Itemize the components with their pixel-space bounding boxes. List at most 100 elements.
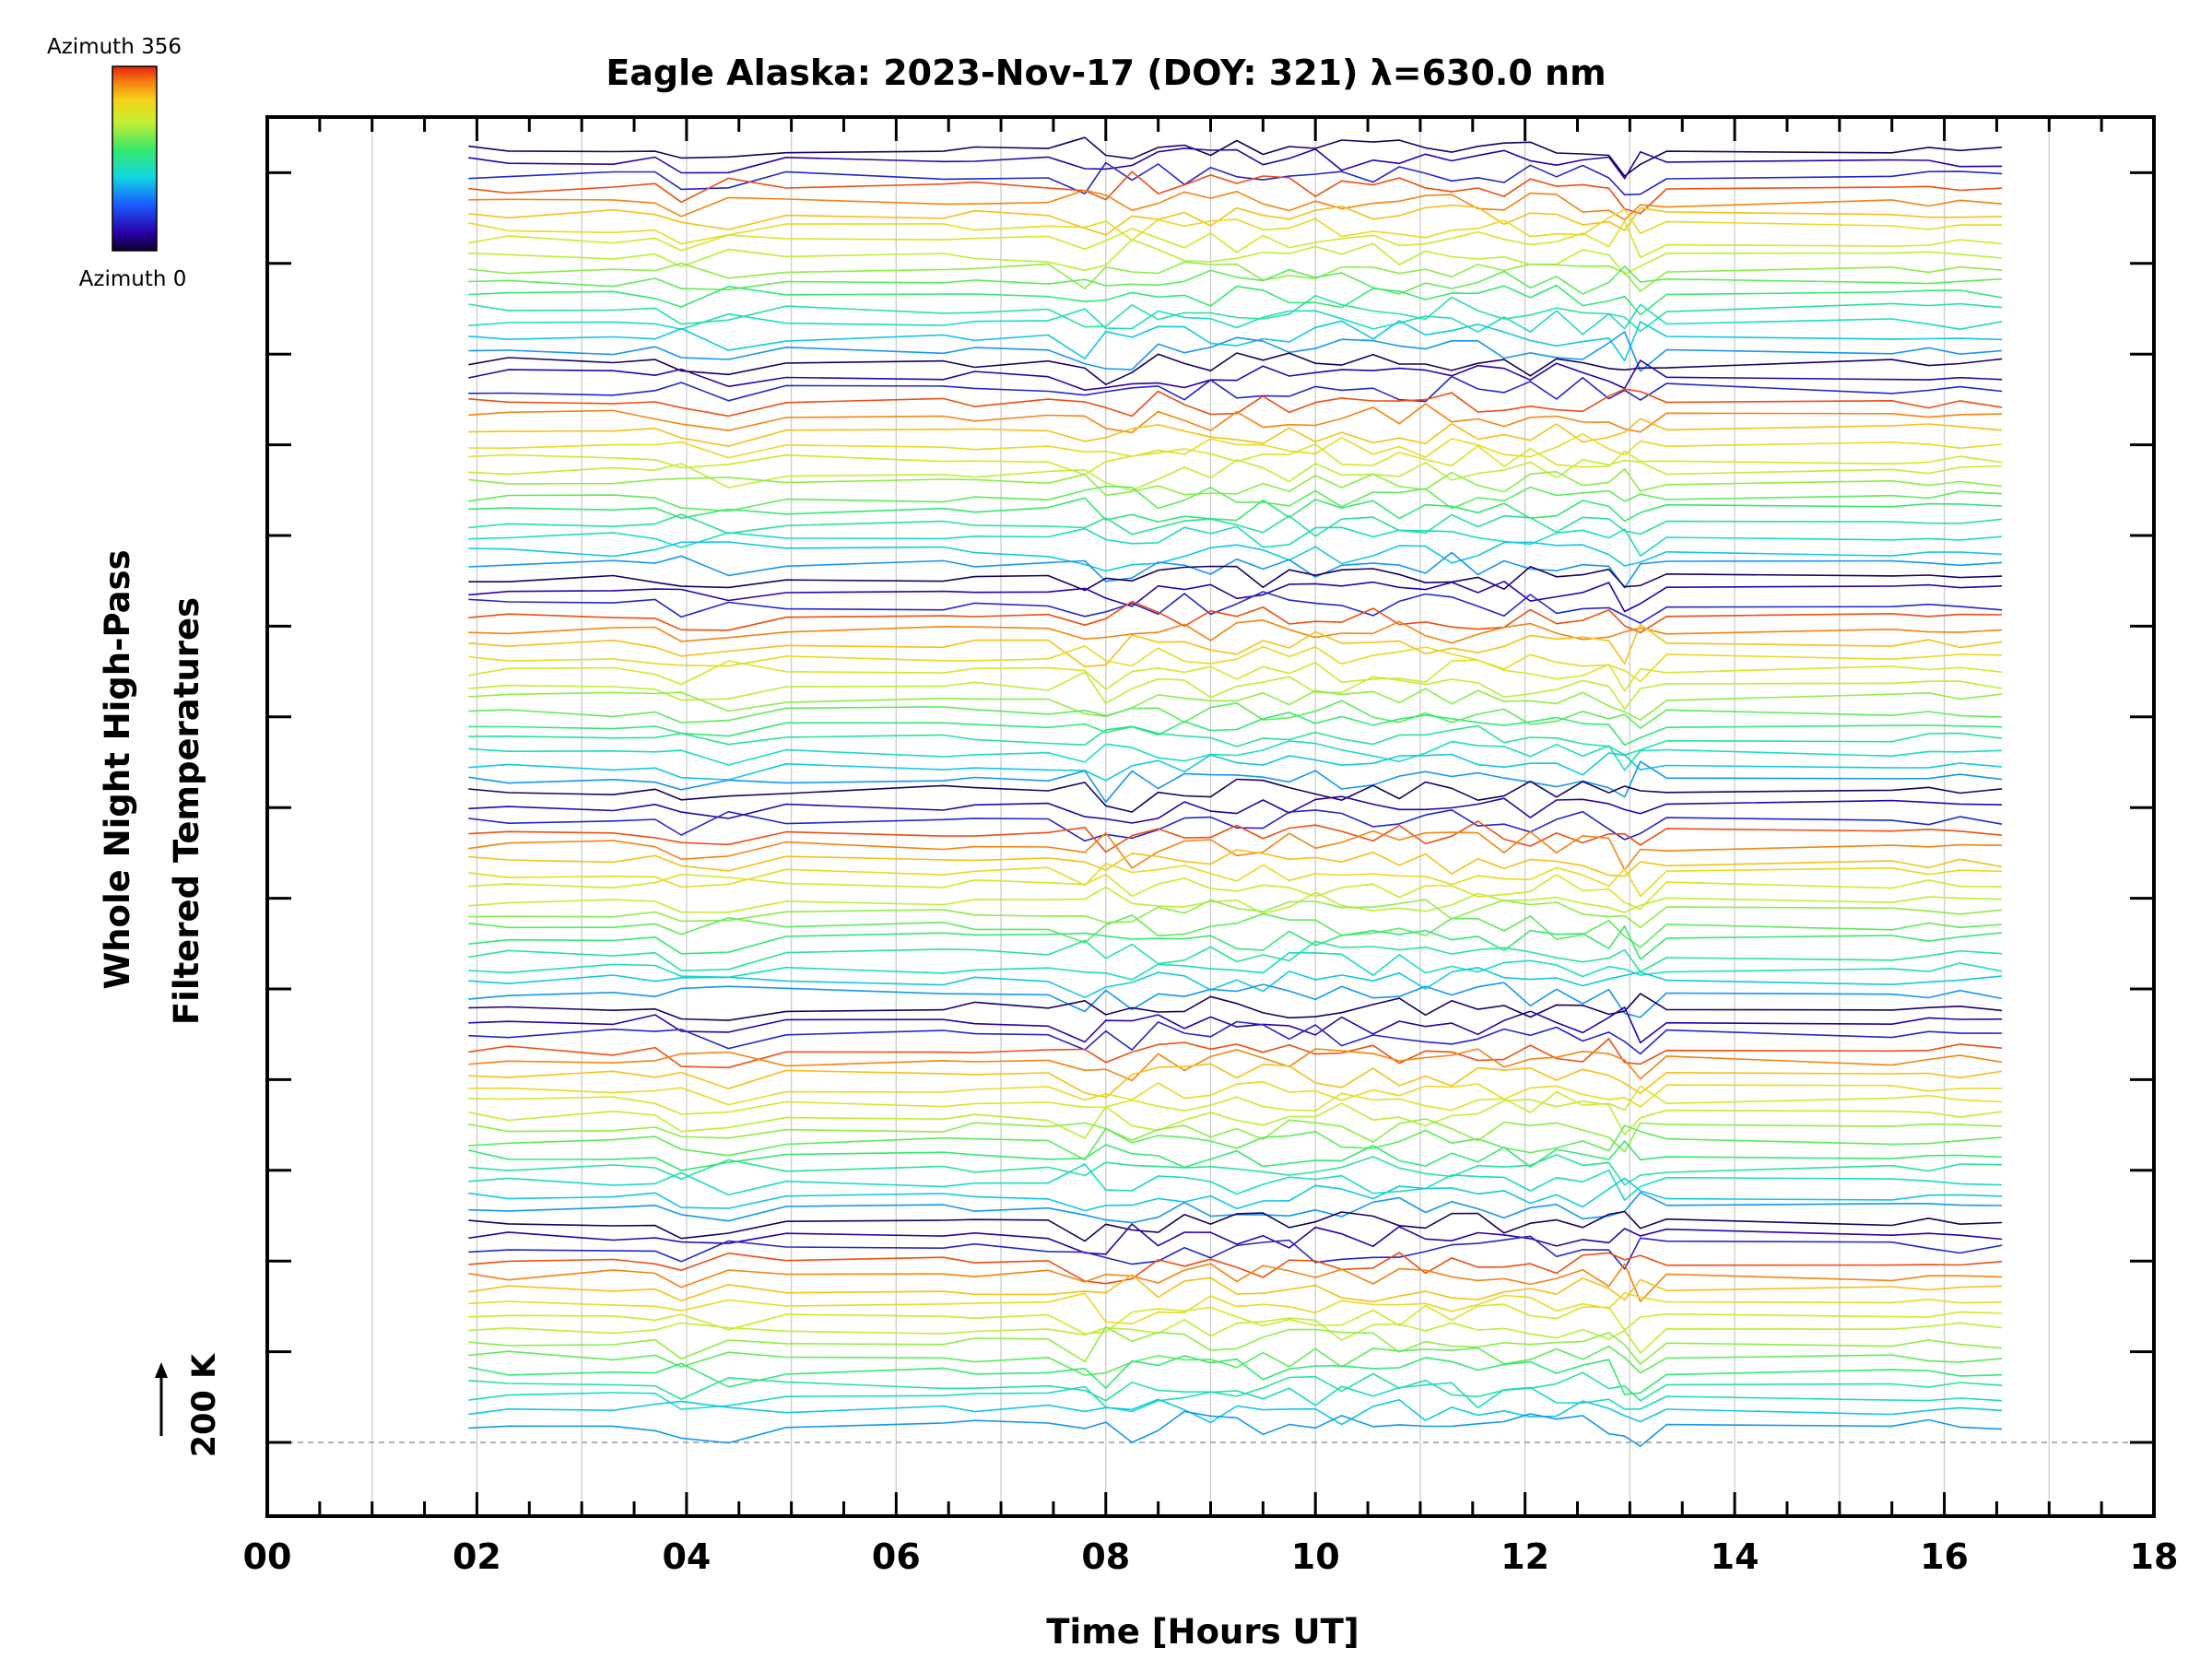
temperature-trace (468, 700, 2003, 730)
temperature-trace (468, 541, 2003, 572)
temperature-trace (468, 220, 2003, 259)
temperature-trace (468, 862, 2003, 898)
temperature-trace (468, 1274, 2003, 1303)
temperature-trace (468, 1371, 2003, 1402)
scale-indicator: 200 K (155, 1352, 223, 1457)
temperature-trace (468, 899, 2003, 929)
temperature-trace (468, 1223, 2003, 1255)
temperature-trace (468, 171, 2003, 215)
temperature-trace (468, 565, 2003, 592)
temperature-trace (468, 993, 2003, 1021)
temperature-trace (468, 1048, 2003, 1082)
y-axis-label-line2: Filtered Temperatures (167, 597, 206, 1025)
x-tick-label: 12 (1500, 1536, 1549, 1577)
temperature-trace (468, 1382, 2003, 1413)
temperature-trace (468, 724, 2003, 756)
temperature-trace (468, 497, 2003, 524)
x-tick-label: 00 (243, 1536, 292, 1577)
y-axis-label-line1: Whole Night High-Pass (98, 549, 137, 989)
temperature-trace (468, 1006, 2003, 1044)
temperature-trace (468, 795, 2003, 824)
chart-title: Eagle Alaska: 2023-Nov-17 (DOY: 321) λ=6… (606, 53, 1606, 93)
x-tick-label: 18 (2130, 1536, 2179, 1577)
temperature-trace (468, 1398, 2003, 1426)
temperature-trace (468, 1140, 2003, 1171)
temperature-trace (468, 1325, 2003, 1365)
temperature-trace (468, 808, 2003, 842)
temperature-trace (468, 525, 2003, 558)
temperature-trace (468, 778, 2003, 813)
temperature-trace (468, 284, 2003, 316)
temperature-trace (468, 375, 2003, 403)
temperature-trace (468, 136, 2003, 177)
temperature-trace (468, 551, 2003, 589)
temperature-trace (468, 458, 2003, 491)
temperature-trace (468, 1235, 2003, 1270)
temperature-trace (468, 359, 2003, 392)
temperature-trace (468, 208, 2003, 245)
temperature-trace (468, 485, 2003, 512)
temperature-trace (468, 873, 2003, 911)
temperature-trace (468, 688, 2003, 722)
temperature-trace (468, 161, 2003, 196)
temperature-trace (468, 1063, 2003, 1099)
axis-ticks (265, 117, 2156, 1516)
temperature-trace (468, 443, 2003, 476)
temperature-trace (468, 261, 2003, 292)
temperature-trace (468, 623, 2003, 668)
temperature-trace (468, 1263, 2003, 1302)
temperature-trace (468, 924, 2003, 960)
temperature-trace (468, 645, 2003, 683)
temperature-trace (468, 820, 2003, 853)
scale-label: 200 K (186, 1352, 223, 1457)
temperature-traces (468, 136, 2003, 1447)
colorbar-top-label: Azimuth 356 (47, 35, 182, 59)
x-tick-label: 14 (1711, 1536, 1759, 1577)
temperature-trace (468, 1210, 2003, 1242)
temperature-trace (468, 1303, 2003, 1335)
temperature-trace (468, 1317, 2003, 1354)
x-tick-label: 04 (662, 1536, 711, 1577)
temperature-trace (468, 912, 2003, 948)
temperature-trace (468, 265, 2003, 295)
colorbar-bottom-label: Azimuth 0 (79, 267, 187, 291)
temperature-trace (468, 331, 2003, 372)
temperature-trace (468, 1020, 2003, 1055)
temperature-trace (468, 1345, 2003, 1376)
temperature-trace (468, 982, 2003, 1018)
grid-lines (371, 117, 2050, 1516)
temperature-trace (468, 1177, 2003, 1212)
temperature-trace (468, 1410, 2003, 1447)
temperature-trace (468, 403, 2003, 434)
temperature-trace (468, 712, 2003, 747)
temperature-trace (468, 432, 2003, 459)
temperature-trace (468, 886, 2003, 914)
x-tick-label: 08 (1081, 1536, 1130, 1577)
temperature-trace (468, 671, 2003, 711)
temperature-trace (468, 740, 2003, 771)
temperature-trace (468, 1154, 2003, 1186)
x-tick-label: 16 (1920, 1536, 1969, 1577)
temperature-trace (468, 204, 2003, 236)
temperature-trace (468, 752, 2003, 782)
temperature-trace (468, 760, 2003, 804)
temperature-trace (468, 303, 2003, 335)
x-tick-label: 06 (872, 1536, 921, 1577)
scale-arrow-head (155, 1362, 168, 1378)
temperature-trace (468, 951, 2003, 981)
temperature-trace (468, 1124, 2003, 1161)
temperature-trace (468, 939, 2003, 973)
temperature-trace (468, 849, 2003, 877)
temperature-trace (468, 189, 2003, 221)
temperature-trace (468, 1252, 2003, 1285)
temperature-trace (468, 147, 2003, 180)
temperature-trace (468, 320, 2003, 362)
x-tick-label: 10 (1291, 1536, 1340, 1577)
temperature-trace (468, 418, 2003, 447)
temperature-trace (468, 388, 2003, 418)
temperature-trace (468, 659, 2003, 692)
temperature-trace (468, 1085, 2003, 1115)
colorbar-legend: Azimuth 356 Azimuth 0 (47, 35, 186, 291)
temperature-trace (468, 591, 2003, 624)
